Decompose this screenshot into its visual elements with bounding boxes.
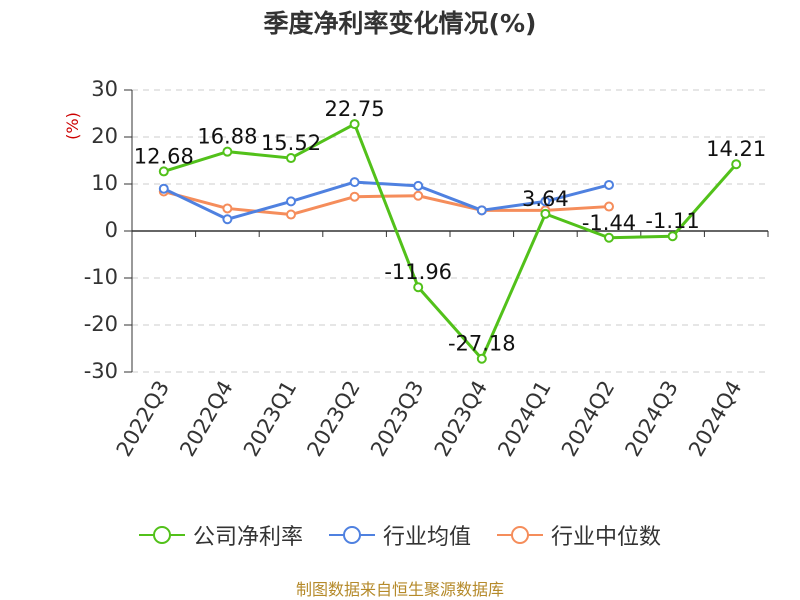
y-tick-label-6: -30: [84, 359, 118, 383]
series-line-1: [163, 180, 610, 221]
data-point-2-2024Q2: [604, 201, 614, 212]
y-tick-label-0: 30: [91, 77, 118, 101]
x-tick-label-2024Q2: 2024Q2: [557, 377, 619, 461]
legend-item-industry-avg[interactable]: 行业均值: [328, 519, 471, 551]
legend-marker-company: [138, 526, 185, 544]
y-tick-label-1: 20: [91, 124, 118, 148]
data-label-2023Q4: -27.18: [448, 332, 516, 356]
x-tick-label-2023Q3: 2023Q3: [366, 377, 428, 461]
data-point-1-2023Q1: [286, 196, 296, 207]
data-point-0-2022Q3: [158, 166, 169, 177]
legend-item-industry-median[interactable]: 行业中位数: [497, 519, 661, 551]
data-point-2-2022Q4: [222, 203, 233, 214]
source-note: 制图数据来自恒生聚源数据库: [295, 580, 504, 599]
y-tick-label-4: -10: [84, 265, 118, 289]
x-tick-label-2023Q1: 2023Q1: [239, 377, 301, 461]
data-point-1-2023Q2: [349, 177, 360, 188]
data-point-1-2022Q4: [222, 214, 233, 225]
data-label-2023Q1: 15.52: [261, 131, 321, 155]
series-0: [158, 119, 742, 364]
data-point-1-2022Q3: [158, 183, 169, 194]
data-point-0-2023Q3: [413, 282, 424, 293]
data-point-0-2024Q1: [540, 208, 551, 219]
data-point-0-2024Q4: [731, 159, 742, 170]
data-label-2023Q3: -11.96: [384, 260, 452, 284]
x-tick-label-2024Q1: 2024Q1: [493, 377, 555, 461]
y-axis-unit-label: (%): [63, 112, 82, 140]
data-point-0-2023Q4: [476, 353, 487, 364]
data-label-2023Q2: 22.75: [325, 97, 385, 121]
data-point-0-2024Q2: [604, 232, 614, 243]
data-point-1-2024Q2: [604, 179, 614, 190]
x-tick-label-2024Q3: 2024Q3: [620, 377, 682, 461]
x-tick-label-2023Q2: 2023Q2: [302, 377, 364, 461]
data-point-0-2023Q1: [286, 153, 296, 164]
series-line-2: [163, 190, 610, 217]
legend-label-industry-avg: 行业均值: [382, 525, 471, 550]
legend-item-company[interactable]: 公司净利率: [138, 519, 303, 551]
data-label-2024Q4: 14.21: [706, 137, 766, 161]
legend-marker-industry-median: [497, 526, 543, 544]
x-tick-label-2024Q4: 2024Q4: [684, 377, 746, 461]
y-tick-label-2: 10: [91, 171, 118, 195]
data-point-0-2024Q3: [667, 231, 678, 242]
legend-label-industry-median: 行业中位数: [551, 525, 662, 550]
data-point-2-2023Q2: [349, 191, 360, 202]
data-point-1-2023Q3: [413, 180, 424, 191]
legend-marker-industry-avg: [328, 526, 375, 544]
data-label-2024Q1: 3.64: [522, 187, 569, 211]
y-tick-label-5: -20: [84, 312, 118, 336]
chart-title: 季度净利率变化情况(%): [263, 9, 537, 38]
data-point-1-2024Q1: [540, 196, 551, 207]
data-label-2024Q2: -1.44: [582, 211, 636, 235]
data-point-2-2023Q1: [286, 209, 296, 220]
data-point-0-2023Q2: [349, 119, 360, 130]
data-label-2022Q3: 12.68: [134, 144, 194, 168]
data-point-0-2022Q4: [222, 146, 233, 157]
y-tick-label-3: 0: [105, 218, 118, 242]
series-1: [158, 177, 614, 225]
data-point-2-2023Q3: [413, 190, 424, 201]
legend: 公司净利率 行业均值 行业中位数: [0, 519, 800, 551]
data-point-1-2023Q4: [476, 205, 487, 216]
x-tick-label-2022Q3: 2022Q3: [112, 377, 174, 461]
series-line-0: [163, 122, 738, 361]
x-tick-label-2022Q4: 2022Q4: [175, 377, 237, 461]
legend-label-company: 公司净利率: [192, 525, 303, 550]
data-label-2024Q3: -1.11: [645, 209, 699, 233]
x-tick-label-2023Q4: 2023Q4: [430, 377, 492, 461]
data-label-2022Q4: 16.88: [197, 125, 257, 149]
